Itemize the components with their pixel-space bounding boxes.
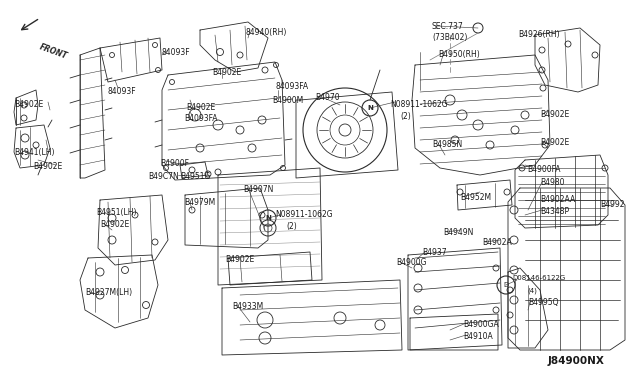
Text: B4900M: B4900M bbox=[272, 96, 303, 105]
Text: B4979M: B4979M bbox=[184, 198, 215, 207]
Text: B4927M(LH): B4927M(LH) bbox=[85, 288, 132, 297]
Text: B4900F: B4900F bbox=[160, 159, 189, 168]
Text: B4970: B4970 bbox=[315, 93, 340, 102]
Text: B4902A: B4902A bbox=[482, 238, 512, 247]
Text: B4933M: B4933M bbox=[232, 302, 263, 311]
Text: B4900G: B4900G bbox=[396, 258, 426, 267]
Text: B4926(RH): B4926(RH) bbox=[518, 30, 559, 39]
Text: B4951(LH): B4951(LH) bbox=[96, 208, 136, 217]
Text: B4995Q: B4995Q bbox=[528, 298, 559, 307]
Text: B4949N: B4949N bbox=[443, 228, 474, 237]
Text: B4093FA: B4093FA bbox=[184, 114, 218, 123]
Text: B49C7N: B49C7N bbox=[148, 172, 179, 181]
Text: B4907N: B4907N bbox=[243, 185, 273, 194]
Text: 84093F: 84093F bbox=[108, 87, 136, 96]
Text: 84940(RH): 84940(RH) bbox=[245, 28, 286, 37]
Text: N: N bbox=[367, 105, 373, 111]
Text: B4902E: B4902E bbox=[212, 68, 241, 77]
Text: N: N bbox=[265, 215, 271, 221]
Text: B4950(RH): B4950(RH) bbox=[438, 50, 480, 59]
Text: (4): (4) bbox=[527, 287, 537, 294]
Text: (73B402): (73B402) bbox=[432, 33, 467, 42]
Text: B4902E: B4902E bbox=[14, 100, 44, 109]
Text: B4980: B4980 bbox=[540, 178, 564, 187]
Text: FRONT: FRONT bbox=[38, 42, 68, 61]
Text: N08911-1062G: N08911-1062G bbox=[275, 210, 333, 219]
Text: B4902E: B4902E bbox=[100, 220, 129, 229]
Text: B4910A: B4910A bbox=[463, 332, 493, 341]
Text: (2): (2) bbox=[286, 222, 297, 231]
Text: B4902E: B4902E bbox=[225, 255, 254, 264]
Text: B4900FA: B4900FA bbox=[527, 165, 561, 174]
Text: B4902AA: B4902AA bbox=[540, 195, 575, 204]
Text: B4941(LH): B4941(LH) bbox=[14, 148, 54, 157]
Text: 84093FA: 84093FA bbox=[276, 82, 309, 91]
Text: B4985N: B4985N bbox=[432, 140, 462, 149]
Text: D: D bbox=[504, 282, 509, 288]
Text: 84093F: 84093F bbox=[162, 48, 191, 57]
Text: N08911-1062G: N08911-1062G bbox=[390, 100, 447, 109]
Text: B4937: B4937 bbox=[422, 248, 447, 257]
Text: B4900GA: B4900GA bbox=[463, 320, 499, 329]
Text: B4902E: B4902E bbox=[186, 103, 215, 112]
Text: B4348P: B4348P bbox=[540, 207, 569, 216]
Text: B4992: B4992 bbox=[600, 200, 625, 209]
Text: B4902E: B4902E bbox=[33, 162, 62, 171]
Text: SEC.737: SEC.737 bbox=[432, 22, 464, 31]
Text: (2): (2) bbox=[400, 112, 411, 121]
Text: B4951G: B4951G bbox=[180, 172, 211, 181]
Text: B4952M: B4952M bbox=[460, 193, 491, 202]
Text: B4902E: B4902E bbox=[540, 110, 569, 119]
Text: D08146-6122G: D08146-6122G bbox=[512, 275, 565, 281]
Text: B4902E: B4902E bbox=[540, 138, 569, 147]
Text: J84900NX: J84900NX bbox=[548, 356, 605, 366]
